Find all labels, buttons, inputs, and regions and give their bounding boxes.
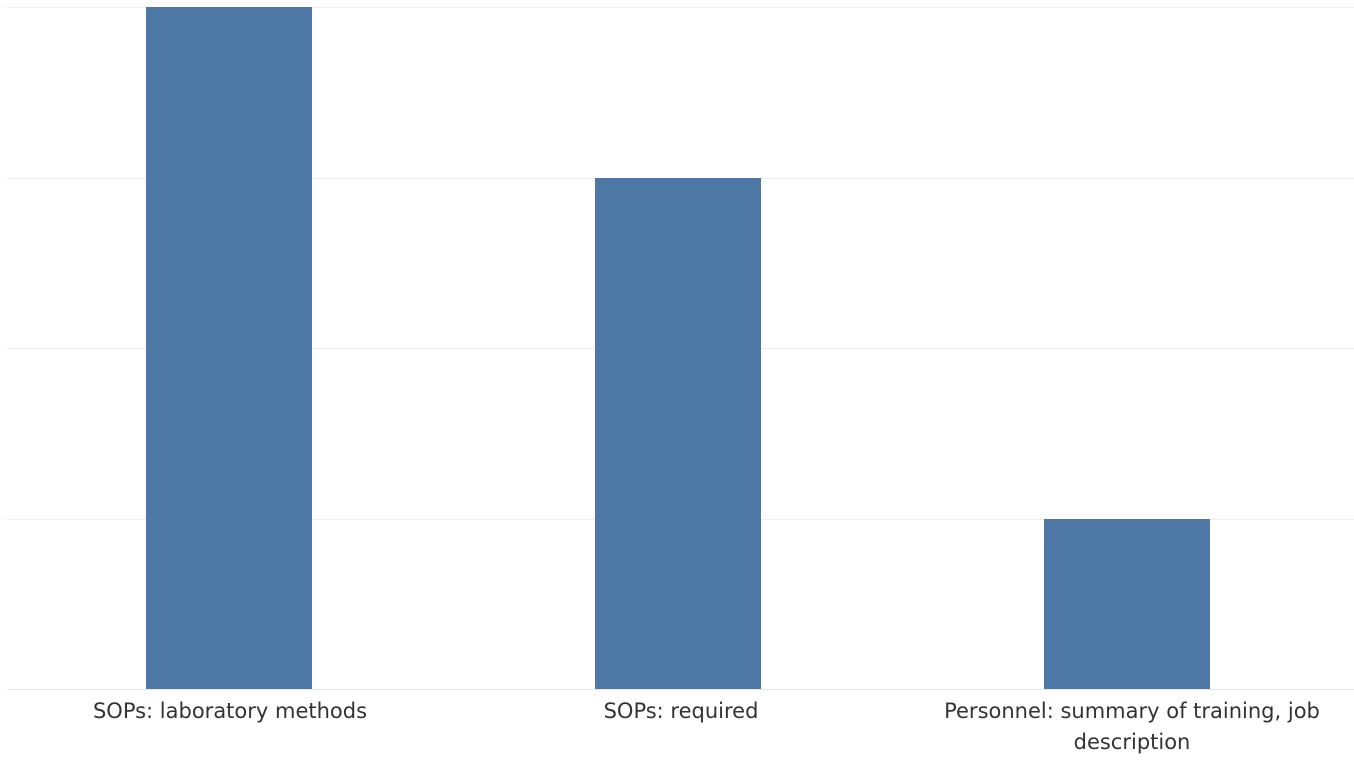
x-tick-label-1: SOPs: required — [603, 699, 759, 723]
bars — [146, 7, 1210, 690]
bar-0[interactable] — [146, 7, 312, 689]
x-tick-label-2: Personnel: summary of training, job desc… — [944, 699, 1320, 754]
bar-2[interactable] — [1044, 519, 1210, 690]
bar-1[interactable] — [595, 178, 761, 690]
x-tick-label-0: SOPs: laboratory methods — [92, 699, 368, 723]
